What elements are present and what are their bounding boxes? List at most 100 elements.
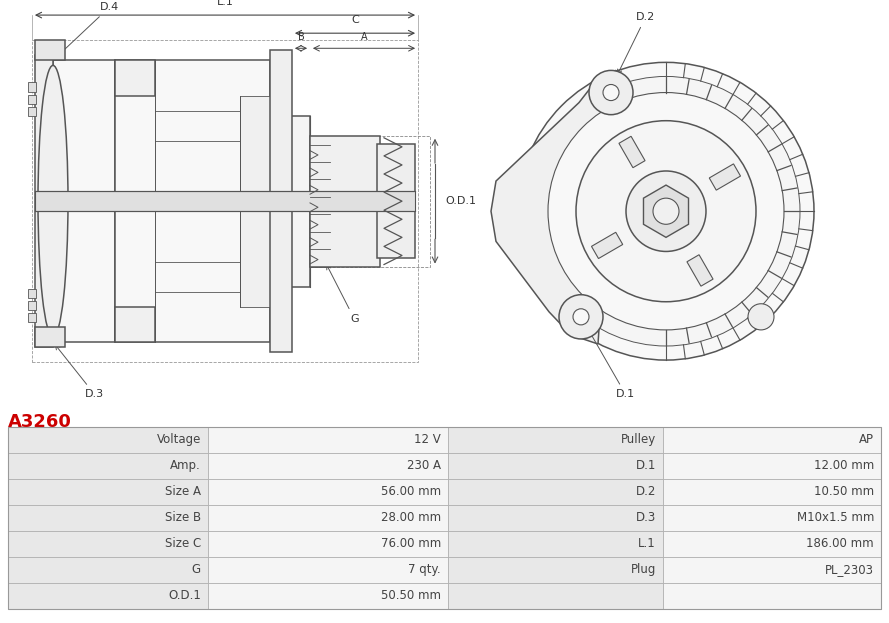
Polygon shape bbox=[591, 232, 622, 259]
Polygon shape bbox=[687, 255, 713, 286]
Bar bbox=[28, 313, 36, 322]
Text: B: B bbox=[298, 32, 304, 42]
Polygon shape bbox=[644, 185, 688, 237]
Bar bbox=[8, 453, 208, 479]
Text: A: A bbox=[361, 32, 367, 42]
Text: M10x1.5 mm: M10x1.5 mm bbox=[797, 511, 874, 525]
Bar bbox=[35, 40, 65, 60]
Bar bbox=[270, 50, 292, 352]
Bar bbox=[448, 531, 663, 557]
Bar bbox=[663, 531, 881, 557]
Text: A3260: A3260 bbox=[8, 413, 72, 431]
Bar bbox=[663, 583, 881, 609]
Bar bbox=[35, 55, 53, 347]
Text: G: G bbox=[327, 265, 358, 324]
Bar bbox=[32, 40, 418, 362]
Bar bbox=[663, 453, 881, 479]
Text: 28.00 mm: 28.00 mm bbox=[380, 511, 441, 525]
Text: O.D.1: O.D.1 bbox=[445, 196, 476, 206]
Bar bbox=[208, 453, 448, 479]
Bar bbox=[310, 136, 430, 267]
Bar bbox=[28, 82, 36, 92]
Bar bbox=[8, 583, 208, 609]
Text: C: C bbox=[351, 15, 359, 25]
Bar bbox=[448, 557, 663, 583]
Text: Size A: Size A bbox=[165, 485, 201, 498]
Bar bbox=[663, 427, 881, 453]
Text: D.3: D.3 bbox=[55, 345, 104, 399]
Circle shape bbox=[559, 295, 603, 339]
Text: D.3: D.3 bbox=[636, 511, 656, 525]
Text: Size C: Size C bbox=[164, 538, 201, 551]
Bar bbox=[115, 60, 155, 95]
Bar bbox=[448, 479, 663, 505]
Bar bbox=[8, 505, 208, 531]
Text: D.2: D.2 bbox=[618, 12, 655, 74]
Bar bbox=[663, 557, 881, 583]
Bar bbox=[208, 557, 448, 583]
Bar bbox=[663, 505, 881, 531]
Text: Amp.: Amp. bbox=[171, 460, 201, 472]
Text: D.2: D.2 bbox=[636, 485, 656, 498]
Text: 56.00 mm: 56.00 mm bbox=[380, 485, 441, 498]
Bar bbox=[35, 327, 65, 347]
Bar bbox=[208, 479, 448, 505]
Circle shape bbox=[748, 304, 774, 330]
Text: D.1: D.1 bbox=[636, 460, 656, 472]
Circle shape bbox=[589, 70, 633, 115]
Text: Plug: Plug bbox=[630, 563, 656, 576]
Text: G: G bbox=[192, 563, 201, 576]
Bar bbox=[240, 95, 270, 307]
Bar bbox=[208, 583, 448, 609]
Text: 230 A: 230 A bbox=[407, 460, 441, 472]
Text: PL_2303: PL_2303 bbox=[825, 563, 874, 576]
Circle shape bbox=[603, 85, 619, 100]
Circle shape bbox=[532, 77, 800, 346]
Circle shape bbox=[548, 93, 784, 330]
Bar bbox=[8, 427, 208, 453]
Bar bbox=[448, 453, 663, 479]
Text: L.1: L.1 bbox=[638, 538, 656, 551]
Bar bbox=[28, 95, 36, 103]
Bar bbox=[448, 583, 663, 609]
Bar bbox=[448, 505, 663, 531]
Bar bbox=[8, 557, 208, 583]
Polygon shape bbox=[619, 136, 645, 168]
Bar bbox=[208, 427, 448, 453]
Ellipse shape bbox=[38, 65, 68, 337]
Circle shape bbox=[653, 198, 679, 224]
Bar bbox=[8, 531, 208, 557]
Bar bbox=[8, 479, 208, 505]
Text: 76.00 mm: 76.00 mm bbox=[380, 538, 441, 551]
Bar bbox=[28, 107, 36, 116]
Circle shape bbox=[573, 309, 589, 325]
Circle shape bbox=[626, 171, 706, 252]
Bar bbox=[115, 60, 270, 342]
Bar bbox=[208, 531, 448, 557]
Text: L.1: L.1 bbox=[217, 0, 234, 7]
Polygon shape bbox=[709, 164, 741, 190]
Text: O.D.1: O.D.1 bbox=[168, 589, 201, 602]
Bar bbox=[35, 191, 415, 211]
Bar bbox=[663, 479, 881, 505]
Text: 50.50 mm: 50.50 mm bbox=[381, 589, 441, 602]
Text: Pulley: Pulley bbox=[621, 434, 656, 447]
Text: Size B: Size B bbox=[164, 511, 201, 525]
Text: Voltage: Voltage bbox=[156, 434, 201, 447]
Bar bbox=[448, 427, 663, 453]
Bar bbox=[377, 144, 415, 259]
Bar bbox=[28, 301, 36, 310]
Text: 10.50 mm: 10.50 mm bbox=[813, 485, 874, 498]
Bar bbox=[270, 116, 310, 287]
Circle shape bbox=[576, 121, 756, 302]
Text: 186.00 mm: 186.00 mm bbox=[806, 538, 874, 551]
Bar bbox=[28, 288, 36, 298]
Circle shape bbox=[518, 62, 814, 360]
Text: 12.00 mm: 12.00 mm bbox=[813, 460, 874, 472]
Bar bbox=[208, 505, 448, 531]
Bar bbox=[310, 136, 380, 267]
Bar bbox=[8, 427, 881, 609]
Text: 7 qty.: 7 qty. bbox=[408, 563, 441, 576]
Text: D.1: D.1 bbox=[583, 320, 635, 399]
Text: 12 V: 12 V bbox=[414, 434, 441, 447]
